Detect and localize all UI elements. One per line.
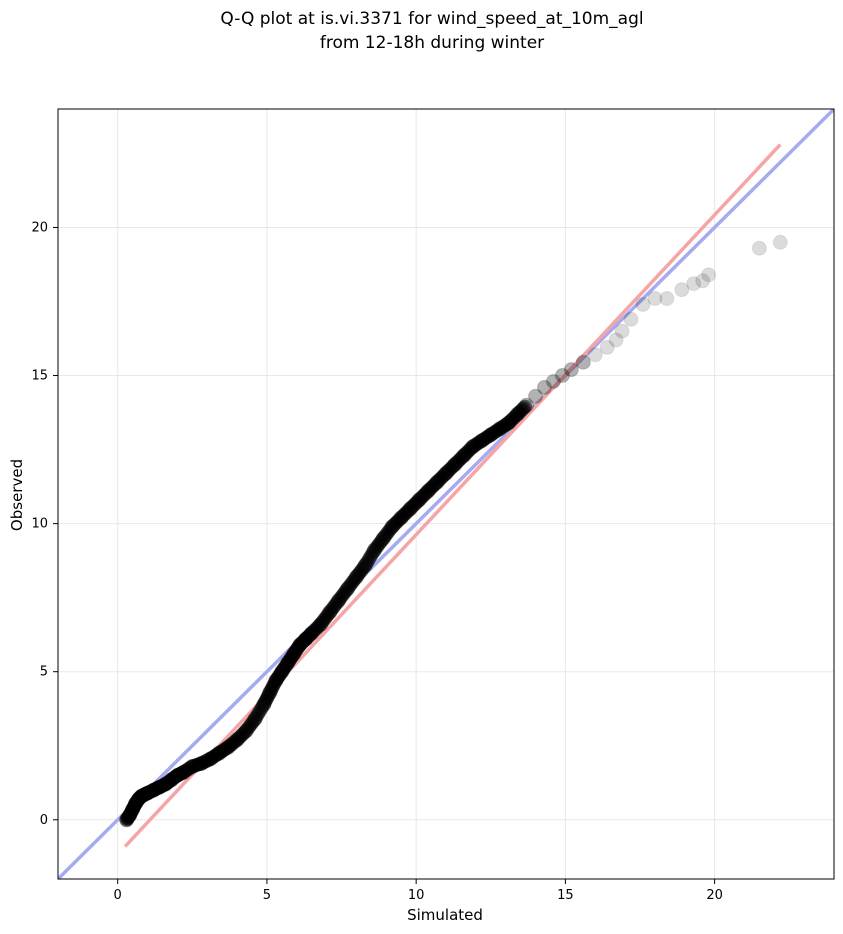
data-point <box>587 347 603 363</box>
x-tick-label: 5 <box>263 888 271 903</box>
y-axis-ticks: 0 5 10 15 20 <box>31 220 58 828</box>
data-point <box>563 362 579 378</box>
one-to-one-line <box>58 109 834 879</box>
x-axis-label: Simulated <box>407 906 483 924</box>
y-tick-label: 20 <box>31 220 48 235</box>
x-tick-label: 15 <box>557 888 574 903</box>
x-tick-label: 10 <box>408 888 425 903</box>
data-point <box>614 323 630 339</box>
data-point <box>623 311 639 327</box>
data-point <box>647 291 663 307</box>
y-tick-label: 15 <box>31 369 48 384</box>
data-point <box>554 368 570 384</box>
plot-frame <box>57 108 835 880</box>
y-tick-label: 10 <box>31 517 48 532</box>
data-point <box>536 379 552 395</box>
data-point <box>608 332 624 348</box>
fit-line <box>123 143 782 848</box>
x-axis-ticks: 0 5 10 15 20 <box>114 879 723 903</box>
y-tick-label: 5 <box>40 665 48 680</box>
data-point <box>599 339 615 355</box>
data-point <box>686 276 702 292</box>
data-points <box>119 234 788 828</box>
data-point <box>695 273 711 289</box>
chart-title-line-1: Q-Q plot at is.vi.3371 for wind_speed_at… <box>220 9 643 29</box>
data-point <box>518 399 533 414</box>
data-point <box>545 373 561 389</box>
y-tick-label: 0 <box>40 813 48 828</box>
y-axis-label: Observed <box>8 459 26 531</box>
data-point <box>528 388 544 404</box>
data-point <box>519 397 535 413</box>
data-point <box>701 267 717 283</box>
data-point <box>575 354 591 370</box>
x-tick-label: 0 <box>114 888 122 903</box>
data-point <box>674 282 690 298</box>
data-point <box>751 240 767 256</box>
reference-lines <box>58 109 834 879</box>
data-point <box>659 291 675 307</box>
chart-title-line-2: from 12-18h during winter <box>320 33 544 53</box>
x-tick-label: 20 <box>706 888 723 903</box>
data-point <box>635 296 651 312</box>
data-point <box>772 234 788 250</box>
